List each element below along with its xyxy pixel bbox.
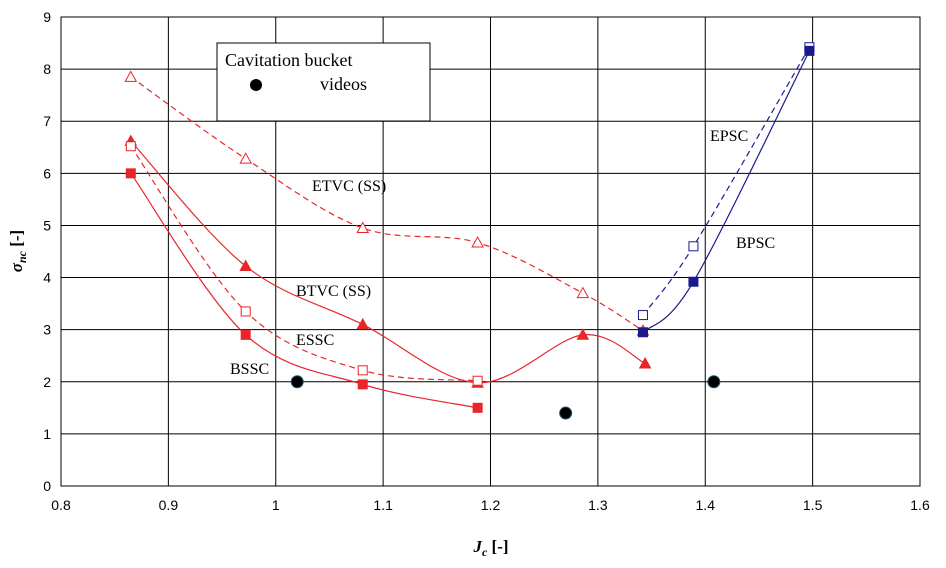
label-essc: ESSC — [296, 332, 334, 349]
series-bssc — [125, 168, 483, 413]
data-point-square — [240, 306, 251, 317]
x-axis-title: Jc [-] — [472, 537, 508, 559]
data-point-triangle — [239, 259, 253, 271]
data-point-circle — [290, 375, 304, 389]
data-point-square — [804, 45, 815, 56]
data-point-square — [125, 141, 136, 152]
x-tick-labels: 0.8 0.9 1 1.1 1.2 1.3 1.4 1.5 1.6 — [51, 497, 930, 513]
data-point-triangle — [576, 286, 590, 299]
data-point-circle — [707, 375, 721, 389]
series-line — [642, 50, 810, 333]
legend: Cavitation bucket videos — [216, 42, 431, 122]
legend-text-line2: videos — [320, 74, 367, 94]
y-tick-label: 9 — [43, 9, 51, 25]
x-tick-label: 1.4 — [696, 497, 716, 513]
label-bssc: BSSC — [230, 361, 269, 378]
data-point-square — [637, 310, 648, 321]
data-point-square — [637, 327, 648, 338]
series-line — [642, 46, 810, 316]
data-point-square — [688, 276, 699, 287]
series-labels: ETVC (SS) BTVC (SS) ESSC BSSC EPSC BPSC — [230, 128, 775, 378]
x-tick-label: 1.3 — [588, 497, 608, 513]
y-tick-label: 5 — [43, 217, 51, 233]
data-point-square — [472, 402, 483, 413]
data-point-square — [472, 375, 483, 386]
series-layer — [124, 42, 815, 420]
y-tick-label: 1 — [43, 426, 51, 442]
data-point-triangle — [356, 317, 370, 330]
series-line — [130, 145, 478, 382]
y-axis-title: σnc [-] — [7, 230, 29, 272]
series-bpsc — [637, 45, 815, 338]
y-tick-label: 7 — [43, 113, 51, 129]
x-tick-label: 1.6 — [910, 497, 930, 513]
series-line — [130, 172, 478, 409]
y-tick-label: 4 — [43, 270, 51, 286]
series-essc — [125, 141, 483, 386]
y-tick-label: 2 — [43, 374, 51, 390]
y-tick-label: 6 — [43, 165, 51, 181]
data-point-triangle — [471, 236, 484, 248]
label-btvc: BTVC (SS) — [296, 283, 371, 300]
label-epsc: EPSC — [710, 128, 748, 145]
data-point-square — [357, 365, 368, 376]
x-tick-label: 1.5 — [803, 497, 823, 513]
data-point-triangle — [576, 328, 590, 340]
data-point-triangle — [638, 357, 652, 369]
series-cavitation-bucket-videos — [290, 375, 721, 420]
label-etvc: ETVC (SS) — [312, 178, 386, 195]
legend-marker-circle — [250, 79, 262, 91]
y-axis-title-main: σ — [7, 262, 26, 272]
x-axis-title-main: J — [472, 537, 482, 556]
y-tick-labels: 0 1 2 3 4 5 6 7 8 9 — [43, 9, 51, 494]
data-point-circle — [559, 406, 573, 420]
series-etvc-ss — [124, 70, 650, 336]
data-point-square — [125, 168, 136, 179]
legend-text-line1: Cavitation bucket — [225, 50, 352, 70]
x-axis-title-unit: [-] — [487, 537, 508, 556]
data-point-square — [357, 379, 368, 390]
y-axis-title-unit: [-] — [7, 230, 26, 251]
x-axis-title-sub: c — [482, 545, 488, 559]
data-point-square — [240, 329, 251, 340]
y-tick-label: 8 — [43, 61, 51, 77]
data-point-triangle — [124, 70, 138, 82]
x-tick-label: 0.9 — [159, 497, 179, 513]
label-bpsc: BPSC — [736, 235, 775, 252]
y-axis-title-sub: nc — [15, 250, 29, 263]
x-tick-label: 1.2 — [481, 497, 501, 513]
y-tick-label: 3 — [43, 322, 51, 338]
plot-frame — [60, 16, 921, 487]
x-tick-label: 0.8 — [51, 497, 71, 513]
y-tick-label: 0 — [43, 478, 51, 494]
x-tick-label: 1.1 — [373, 497, 393, 513]
data-point-triangle — [239, 152, 253, 164]
x-tick-label: 1 — [272, 497, 280, 513]
data-point-triangle — [356, 221, 370, 233]
data-point-square — [688, 241, 699, 252]
